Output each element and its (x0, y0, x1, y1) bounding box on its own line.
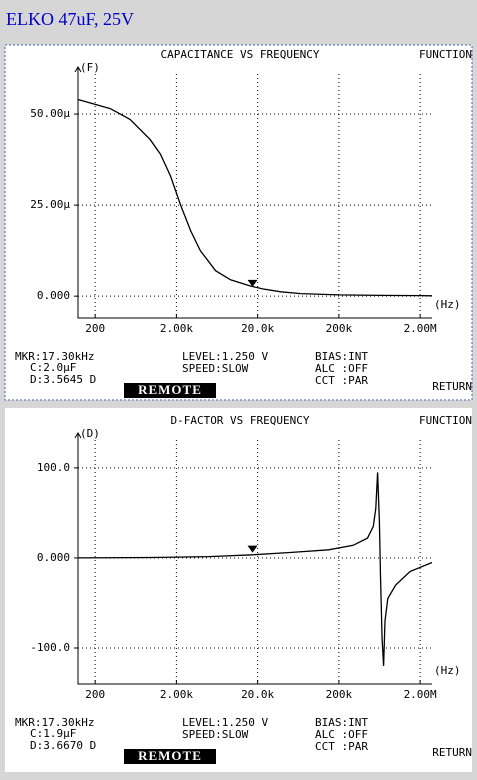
remote-label: REMOTE (138, 382, 202, 397)
y-axis-label: (F) (80, 61, 100, 74)
panel (5, 408, 472, 772)
x-tick-label: 20.0k (241, 322, 274, 335)
status-text: SPEED:SLOW (182, 728, 249, 741)
status-text: C:1.9µF (30, 727, 76, 740)
x-tick-label: 20.0k (241, 688, 274, 701)
x-axis-label: (Hz) (434, 298, 461, 311)
status-text: LEVEL:1.250 V (182, 350, 268, 363)
header-title: ELKO 47uF, 25V (6, 9, 134, 29)
x-tick-label: 200 (85, 688, 105, 701)
status-text: SPEED:SLOW (182, 362, 249, 375)
curve (77, 98, 433, 297)
status-text: LEVEL:1.250 V (182, 716, 268, 729)
panel (4, 44, 473, 401)
status-text: BIAS:INT (315, 716, 368, 729)
y-axis-label: (D) (80, 427, 100, 440)
x-tick-label: 2.00k (160, 322, 193, 335)
softkey: FUNCTION (419, 48, 472, 61)
marker (247, 545, 258, 553)
status-text: BIAS:INT (315, 350, 368, 363)
status-text: MKR:17.30kHz (15, 716, 94, 729)
status-text: MKR:17.30kHz (15, 350, 94, 363)
y-tick-label: 50.00µ (30, 107, 70, 120)
curve (77, 472, 433, 667)
axis-arrow (74, 432, 82, 439)
y-tick-label: 100.0 (37, 461, 70, 474)
y-tick-label: 0.000 (37, 551, 70, 564)
y-tick-label: 25.00µ (30, 198, 70, 211)
status-text: D:3.5645 D (30, 373, 96, 386)
x-tick-label: 200 (85, 322, 105, 335)
softkey: FUNCTION (419, 414, 472, 427)
remote-box (124, 749, 216, 764)
chart-title: D-FACTOR VS FREQUENCY (170, 414, 309, 427)
softkey: RETURN (432, 380, 472, 393)
y-tick-label: 0.000 (37, 289, 70, 302)
status-text: CCT :PAR (315, 374, 368, 387)
status-text: ALC :OFF (315, 362, 368, 375)
status-text: CCT :PAR (315, 740, 368, 753)
marker (247, 279, 258, 287)
x-tick-label: 200k (326, 322, 353, 335)
remote-box (124, 383, 216, 398)
y-tick-label: -100.0 (30, 641, 70, 654)
x-axis-label: (Hz) (434, 664, 461, 677)
status-text: C:2.0µF (30, 361, 76, 374)
axis (77, 434, 432, 685)
remote-label: REMOTE (138, 748, 202, 763)
status-text: ALC :OFF (315, 728, 368, 741)
softkey: RETURN (432, 746, 472, 759)
chart-title: CAPACITANCE VS FREQUENCY (161, 48, 320, 61)
x-tick-label: 200k (326, 688, 353, 701)
x-tick-label: 2.00M (404, 688, 437, 701)
x-tick-label: 2.00k (160, 688, 193, 701)
status-text: D:3.6670 D (30, 739, 96, 752)
axis-arrow (74, 66, 82, 73)
x-tick-label: 2.00M (404, 322, 437, 335)
axis (77, 68, 432, 319)
